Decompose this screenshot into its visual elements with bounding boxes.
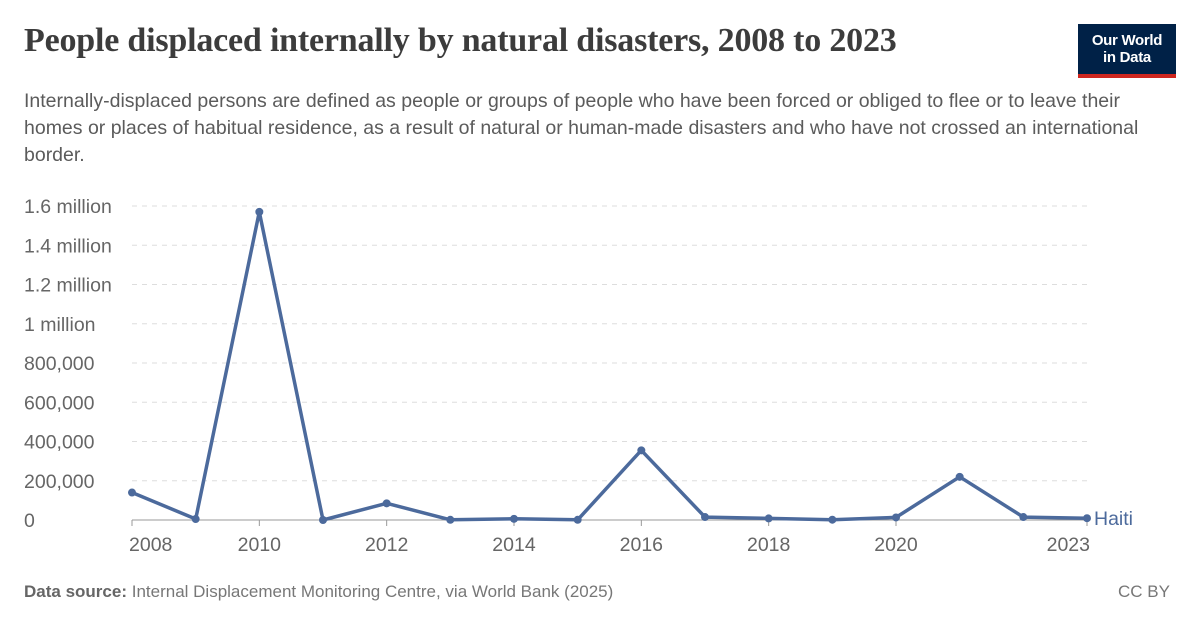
license-link[interactable]: CC BY xyxy=(1118,582,1170,601)
data-point[interactable] xyxy=(319,516,327,524)
x-tick-label: 2020 xyxy=(874,534,918,556)
x-tick-label: 2018 xyxy=(747,534,790,556)
series-line-haiti[interactable] xyxy=(130,210,1089,522)
y-tick-label: 800,000 xyxy=(24,353,95,375)
y-tick-label: 1 million xyxy=(24,314,96,336)
x-tick-label: 2008 xyxy=(129,534,172,556)
y-tick-label: 1.4 million xyxy=(24,235,112,257)
y-tick-label: 1.2 million xyxy=(24,275,112,297)
grid-lines xyxy=(132,205,1087,482)
data-point[interactable] xyxy=(637,446,646,455)
data-point[interactable] xyxy=(764,514,773,523)
x-tick-label: 2023 xyxy=(1047,534,1090,556)
data-point[interactable] xyxy=(1083,514,1091,523)
data-source: Data source: Internal Displacement Monit… xyxy=(24,582,613,602)
logo-line-1: Our World xyxy=(1091,32,1163,49)
data-source-text[interactable]: Internal Displacement Monitoring Centre,… xyxy=(131,582,614,601)
data-point[interactable] xyxy=(701,513,709,522)
x-tick-label: 2014 xyxy=(492,534,536,556)
y-tick-label: 400,000 xyxy=(24,432,95,454)
y-tick-label: 600,000 xyxy=(24,392,95,414)
data-point[interactable] xyxy=(255,207,264,216)
x-tick-label: 2010 xyxy=(238,534,282,556)
data-point[interactable] xyxy=(191,515,200,524)
x-tick-label: 2012 xyxy=(365,534,408,556)
logo-line-2: in Data xyxy=(1103,49,1151,66)
data-point[interactable] xyxy=(128,488,136,497)
series-layer: Haiti xyxy=(128,207,1133,530)
series-label-haiti[interactable]: Haiti xyxy=(1094,508,1133,530)
data-point[interactable] xyxy=(892,513,900,522)
y-axis-tick-labels: 0 200,000 400,000 600,000 800,000 1 million 1.… xyxy=(24,196,112,532)
data-point[interactable] xyxy=(382,499,391,508)
data-point[interactable] xyxy=(446,515,455,524)
chart-title: People displaced internally by natural d… xyxy=(24,22,897,59)
chart-subtitle: Internally-displaced persons are defined… xyxy=(24,90,1139,166)
y-tick-label: 1.6 million xyxy=(24,196,112,218)
data-point[interactable] xyxy=(510,514,518,523)
data-point[interactable] xyxy=(955,472,964,481)
data-source-label: Data source: xyxy=(24,582,127,601)
x-tick-label: 2016 xyxy=(620,534,663,556)
data-point[interactable] xyxy=(1019,513,1028,522)
x-axis: 2008 2010 2012 2014 2016 2018 2020 2023 xyxy=(129,519,1090,556)
y-tick-label: 200,000 xyxy=(24,471,95,493)
owid-logo[interactable]: Our World in Data xyxy=(1078,24,1176,78)
data-point[interactable] xyxy=(573,515,582,524)
data-point[interactable] xyxy=(828,515,837,524)
y-tick-label: 0 xyxy=(24,510,35,532)
